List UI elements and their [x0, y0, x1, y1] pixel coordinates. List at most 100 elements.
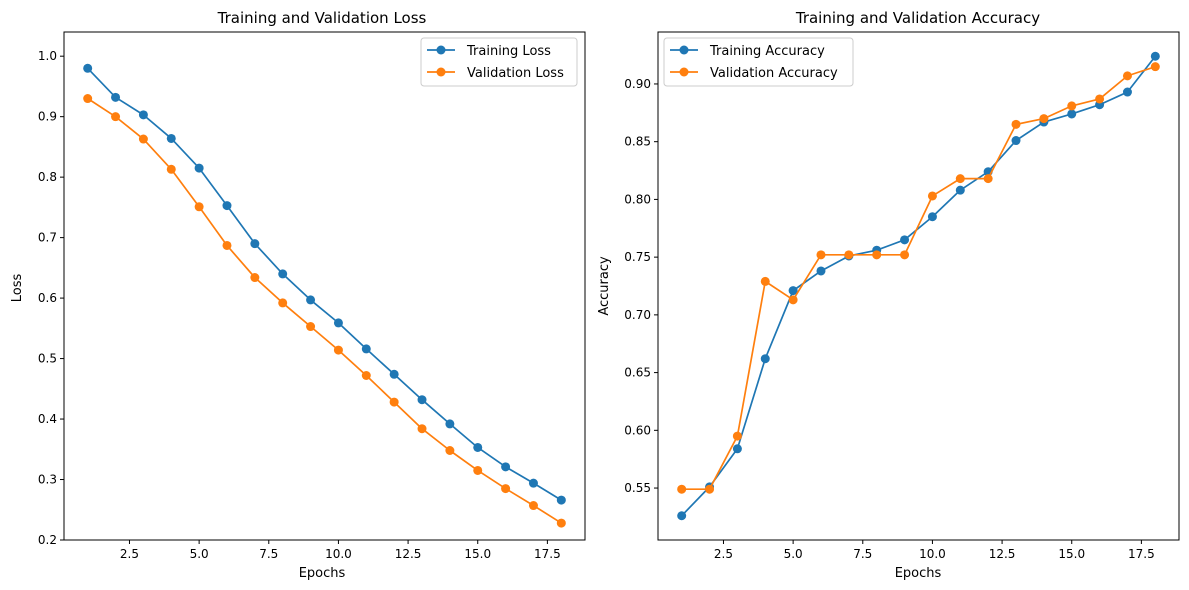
loss-training-point [222, 201, 232, 211]
accuracy-y-tick-label: 0.75 [624, 250, 651, 264]
loss-x-tick-label: 7.5 [259, 547, 278, 561]
loss-y-tick-label: 0.3 [38, 473, 57, 487]
loss-training-point [473, 442, 483, 452]
loss-x-tick-label: 12.5 [395, 547, 422, 561]
loss-legend-marker-validation [436, 67, 446, 77]
accuracy-training-point [1150, 51, 1160, 61]
loss-training-point [278, 269, 288, 279]
accuracy-validation-point [816, 250, 826, 260]
accuracy-validation-point [872, 250, 882, 260]
loss-validation-point [250, 273, 260, 283]
loss-y-tick-label: 0.4 [38, 412, 57, 426]
accuracy-x-tick-label: 15.0 [1058, 547, 1085, 561]
loss-validation-point [278, 298, 288, 308]
loss-legend: Training Loss Validation Loss [420, 37, 578, 87]
loss-training-point [361, 344, 371, 354]
loss-y-tick-label: 0.5 [38, 352, 57, 366]
loss-training-point [138, 110, 148, 120]
accuracy-legend-label-training: Training Accuracy [709, 44, 825, 59]
accuracy-y-tick-label: 0.55 [624, 481, 651, 495]
loss-x-tick-label: 17.5 [534, 547, 561, 561]
loss-legend-label-training: Training Loss [466, 44, 551, 59]
accuracy-y-tick-label: 0.65 [624, 366, 651, 380]
loss-training-point [528, 478, 538, 488]
accuracy-legend-marker-validation [679, 67, 689, 77]
loss-training-point [556, 495, 566, 505]
loss-validation-point [166, 164, 176, 174]
accuracy-chart: Training and Validation Accuracy Epochs … [597, 9, 1180, 581]
accuracy-y-tick-label: 0.90 [624, 77, 651, 91]
accuracy-training-point [732, 444, 742, 454]
accuracy-training-point [788, 286, 798, 296]
loss-validation-point [528, 501, 538, 511]
loss-y-axis-label: Loss [10, 274, 25, 303]
accuracy-plot-frame [657, 31, 1180, 541]
accuracy-training-point [1067, 109, 1077, 119]
accuracy-validation-point [1011, 119, 1021, 129]
accuracy-training-point [1122, 87, 1132, 97]
accuracy-training-point [677, 511, 687, 521]
accuracy-x-tick-label: 10.0 [919, 547, 946, 561]
accuracy-x-tick-label: 7.5 [853, 547, 872, 561]
accuracy-validation-point [1150, 62, 1160, 72]
loss-validation-series-line [87, 97, 562, 524]
loss-ticks: 2.5 5.0 7.5 10.0 12.5 15.0 17.5 0.2 0.3 0.4 0.5 0.6… [38, 49, 561, 561]
accuracy-training-point [900, 235, 910, 245]
loss-validation-point [501, 484, 511, 494]
loss-validation-point [389, 397, 399, 407]
loss-validation-point [417, 424, 427, 434]
loss-training-point [389, 369, 399, 379]
accuracy-ticks: 2.5 5.0 7.5 10.0 12.5 15.0 17.5 0.55 0.60 0.65 0.7… [624, 77, 1154, 561]
loss-y-tick-label: 0.7 [38, 231, 57, 245]
loss-chart: Training and Validation Loss Epochs Loss… [10, 9, 586, 581]
accuracy-validation-point [1067, 101, 1077, 111]
accuracy-validation-point [955, 174, 965, 184]
loss-chart-title: Training and Validation Loss [217, 9, 427, 27]
accuracy-y-tick-label: 0.80 [624, 192, 651, 206]
loss-training-point [306, 295, 316, 305]
accuracy-legend: Training Accuracy Validation Accuracy [663, 37, 854, 87]
loss-x-tick-label: 10.0 [325, 547, 352, 561]
accuracy-legend-marker-training [679, 45, 689, 55]
accuracy-validation-point [983, 174, 993, 184]
loss-validation-point [138, 134, 148, 144]
loss-training-point [194, 163, 204, 173]
loss-training-point [445, 419, 455, 429]
accuracy-training-series-line [681, 55, 1156, 517]
accuracy-validation-point [788, 295, 798, 305]
accuracy-x-axis-label: Epochs [895, 566, 942, 581]
accuracy-training-point [816, 266, 826, 276]
loss-validation-point [445, 445, 455, 455]
accuracy-validation-point [760, 276, 770, 286]
accuracy-legend-box [663, 37, 854, 87]
loss-validation-point [83, 94, 93, 104]
accuracy-validation-point [732, 431, 742, 441]
loss-lines [83, 63, 566, 528]
accuracy-chart-title: Training and Validation Accuracy [795, 9, 1040, 27]
loss-y-tick-label: 0.2 [38, 533, 57, 547]
accuracy-training-point [760, 354, 770, 364]
loss-training-point [333, 318, 343, 328]
loss-legend-marker-training [436, 45, 446, 55]
accuracy-validation-point [1039, 114, 1049, 124]
loss-training-point [166, 133, 176, 143]
accuracy-validation-point [844, 250, 854, 260]
loss-plot-frame [63, 31, 586, 541]
loss-validation-point [473, 465, 483, 475]
loss-x-tick-label: 15.0 [464, 547, 491, 561]
accuracy-validation-point [677, 484, 687, 494]
accuracy-validation-point [705, 484, 715, 494]
loss-training-point [501, 462, 511, 472]
loss-validation-point [361, 371, 371, 381]
accuracy-x-tick-label: 17.5 [1128, 547, 1155, 561]
accuracy-y-tick-label: 0.70 [624, 308, 651, 322]
accuracy-x-tick-label: 2.5 [714, 547, 733, 561]
loss-y-tick-label: 1.0 [38, 49, 57, 63]
accuracy-training-point [955, 185, 965, 195]
accuracy-validation-point [1095, 94, 1105, 104]
loss-training-point [417, 395, 427, 405]
loss-legend-box [420, 37, 578, 87]
accuracy-legend-label-validation: Validation Accuracy [710, 66, 838, 81]
